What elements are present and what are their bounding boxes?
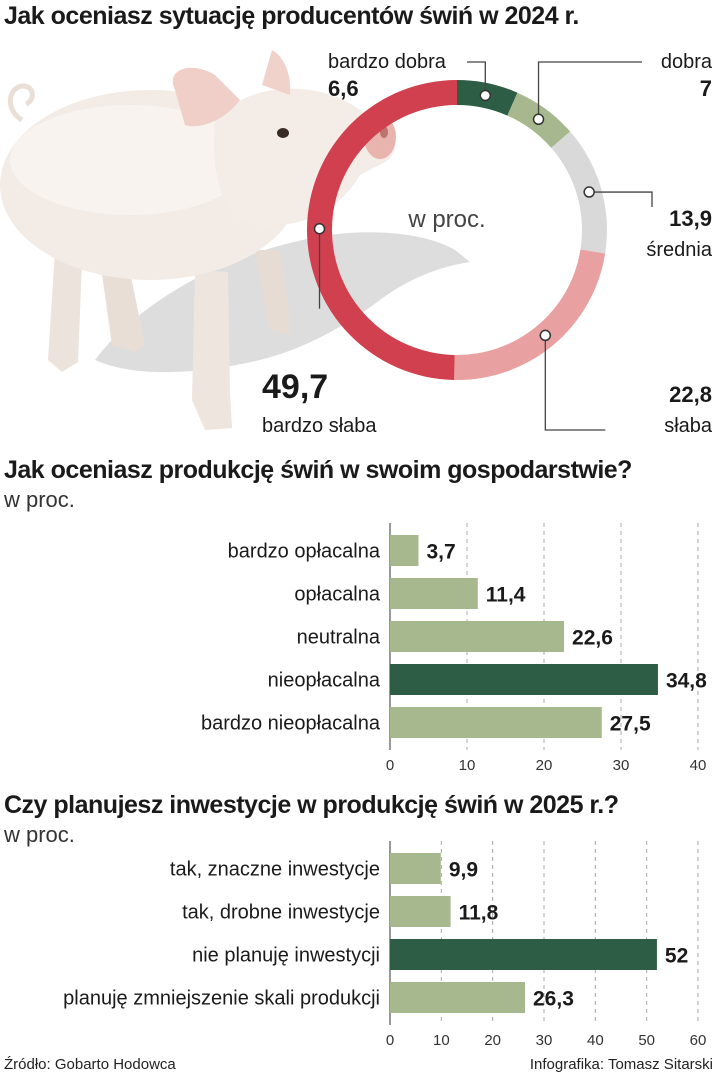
bar-value-nie-planuję-inwestycji: 52	[665, 945, 688, 968]
bar-value-bardzo-opłacalna: 3,7	[426, 541, 455, 564]
x-tick-label-10: 10	[459, 757, 476, 774]
bar-nie-planuję-inwestycji	[390, 939, 657, 970]
credit-note: Infografika: Tomasz Sitarski	[529, 1056, 713, 1073]
donut-marker-bardzo-słaba	[313, 222, 326, 235]
donut-slice-słaba	[454, 249, 606, 380]
x-tick-label-30: 30	[613, 757, 630, 774]
donut-label-bardzo-dobra: bardzo dobra	[328, 51, 447, 73]
x-tick-label-20: 20	[484, 1032, 501, 1049]
bar-label-tak-drobne-inwestycje: tak, drobne inwestycje	[182, 902, 380, 924]
bar-label-neutralna: neutralna	[297, 627, 381, 649]
x-tick-label-10: 10	[433, 1032, 450, 1049]
donut-leader-słaba	[544, 335, 606, 431]
bar-bardzo-nieopłacalna	[390, 707, 602, 738]
donut-leader-średnia	[589, 191, 653, 208]
x-tick-label-40: 40	[690, 757, 707, 774]
bar-value-planuję-zmniejszenie-skali-produkcji: 26,3	[533, 988, 574, 1011]
bar-label-bardzo-opłacalna: bardzo opłacalna	[228, 541, 381, 563]
bar-value-bardzo-nieopłacalna: 27,5	[610, 713, 651, 736]
donut-leader-bardzo-dobra	[467, 61, 486, 96]
bar-value-tak-drobne-inwestycje: 11,8	[459, 902, 499, 925]
investment-chart-title: Czy planujesz inwestycje w produkcję świ…	[4, 791, 619, 819]
x-tick-label-30: 30	[536, 1032, 553, 1049]
x-tick-label-40: 40	[587, 1032, 604, 1049]
donut-label-słaba: słaba	[664, 415, 713, 437]
donut-label-bardzo-słaba: bardzo słaba	[262, 415, 377, 437]
bar-label-opłacalna: opłacalna	[294, 584, 381, 606]
bar-nieopłacalna	[390, 664, 658, 695]
bar-value-tak-znaczne-inwestycje: 9,9	[449, 859, 478, 882]
investment-unit-label: w proc.	[4, 822, 75, 847]
donut-label-dobra: dobra	[661, 51, 713, 73]
pig-illustration	[0, 50, 470, 430]
donut-value-średnia: 13,9	[669, 206, 712, 231]
donut-center-label: w proc.	[407, 206, 485, 233]
donut-marker-średnia	[583, 186, 595, 198]
x-tick-label-0: 0	[386, 757, 394, 774]
donut-leader-dobra	[537, 61, 642, 120]
donut-slice-średnia	[551, 131, 608, 254]
donut-value-dobra: 7	[700, 76, 712, 101]
donut-marker-słaba	[539, 329, 552, 342]
bar-tak-znaczne-inwestycje	[390, 853, 441, 884]
profitability-unit-label: w proc.	[4, 487, 75, 512]
donut-value-bardzo-dobra: 6,6	[328, 76, 359, 101]
profitability-chart-title: Jak oceniasz produkcję świń w swoim gosp…	[4, 456, 632, 484]
source-note: Źródło: Gobarto Hodowca	[4, 1056, 176, 1073]
donut-chart-title: Jak oceniasz sytuację producentów świń w…	[4, 2, 579, 30]
bar-tak-drobne-inwestycje	[390, 896, 451, 927]
donut-value-bardzo-słaba: 49,7	[262, 368, 328, 406]
donut-chart: w proc. bardzo dobra 6,6 dobra 7 średnia 13,9…	[262, 51, 713, 437]
donut-value-słaba: 22,8	[669, 382, 712, 407]
bar-label-nie-planuję-inwestycji: nie planuję inwestycji	[192, 945, 380, 967]
x-tick-label-20: 20	[536, 757, 553, 774]
bar-value-opłacalna: 11,4	[486, 584, 526, 607]
donut-marker-bardzo-dobra	[479, 89, 492, 102]
x-tick-label-60: 60	[690, 1032, 707, 1049]
bar-value-neutralna: 22,6	[572, 627, 613, 650]
bar-label-bardzo-nieopłacalna: bardzo nieopłacalna	[201, 713, 381, 735]
bar-label-nieopłacalna: nieopłacalna	[268, 670, 381, 692]
x-tick-label-50: 50	[638, 1032, 655, 1049]
bar-value-nieopłacalna: 34,8	[666, 670, 707, 693]
bar-label-planuję-zmniejszenie-skali-produkcji: planuję zmniejszenie skali produkcji	[63, 988, 380, 1010]
bar-bardzo-opłacalna	[390, 535, 419, 566]
bar-planuję-zmniejszenie-skali-produkcji	[390, 982, 526, 1013]
x-tick-label-0: 0	[386, 1032, 394, 1049]
bar-neutralna	[390, 621, 565, 652]
bar-opłacalna	[390, 578, 478, 609]
bar-label-tak-znaczne-inwestycje: tak, znaczne inwestycje	[170, 859, 380, 881]
donut-slice-bardzo-słaba	[306, 79, 457, 380]
donut-marker-dobra	[532, 113, 545, 126]
donut-label-średnia: średnia	[646, 239, 712, 261]
